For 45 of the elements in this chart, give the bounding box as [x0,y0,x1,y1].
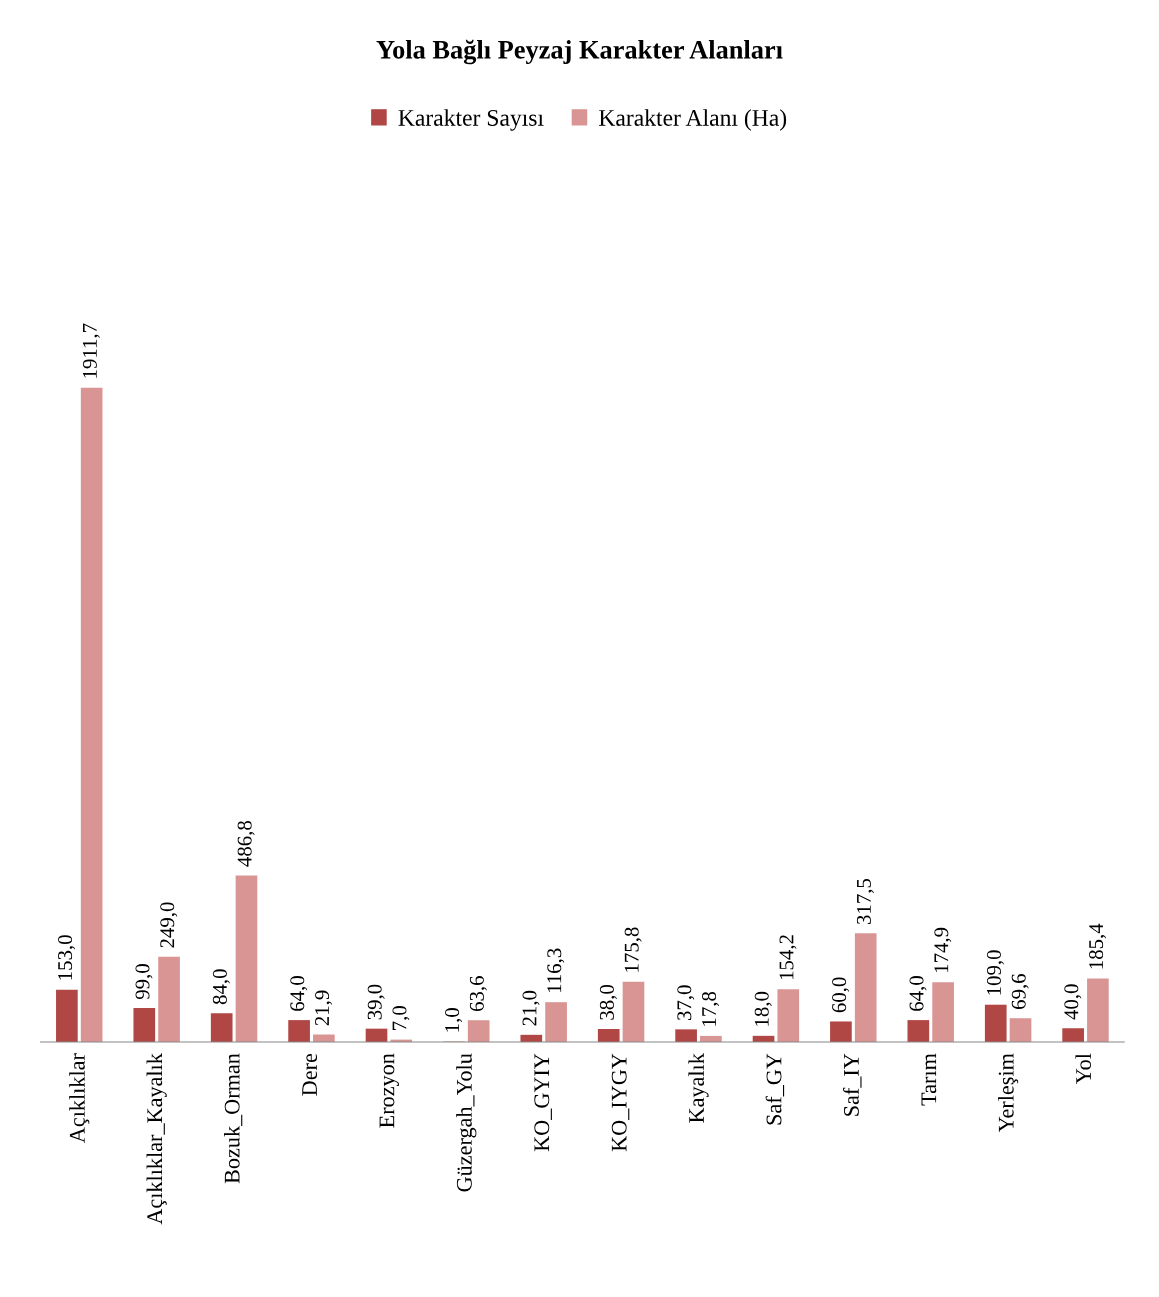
x-tick-label: Bozuk_Orman [224,1053,243,1184]
data-label: 249,0 [160,902,178,948]
x-tick-label: Açıklıklar [69,1053,90,1143]
x-tick-label: Güzergah_Yolu [456,1053,477,1192]
data-label: 18,0 [754,991,772,1026]
data-label: 1911,7 [82,323,100,378]
x-tick-label: Tarım [921,1053,937,1106]
data-label: 60,0 [832,977,850,1013]
data-label: 21,9 [315,990,333,1026]
data-label: 63,6 [469,976,487,1012]
x-tick-label: Dere [302,1053,318,1096]
data-label: 109,0 [986,950,1004,995]
x-tick-label: Yerleşim [998,1053,1019,1133]
x-tick-label: Saf_IY [843,1053,862,1116]
data-label: 64,0 [290,976,308,1011]
data-label: 21,0 [522,990,540,1026]
x-tick-label: Erozyon [379,1053,399,1128]
data-label: 40,0 [1064,984,1082,1020]
chart-title: Yola Bağlı Peyzaj Karakter Alanları [376,39,783,65]
x-tick-label: Açıklıklar_Kayalık [146,1053,167,1225]
data-label: 116,3 [547,948,565,993]
legend-label: Karakter Sayısı [398,109,544,131]
data-label: 69,6 [1011,974,1029,1009]
data-label: 17,8 [702,991,720,1026]
x-tick-label: KO_IYGY [611,1053,630,1152]
x-tick-label: Saf_GY [765,1053,785,1125]
data-label: 317,5 [856,878,874,925]
data-label: 486,8 [237,821,255,867]
data-label: 39,0 [367,984,385,1020]
legend-label: Karakter Alanı (Ha) [599,109,787,131]
data-label: 64,0 [909,976,927,1011]
data-label: 37,0 [677,985,695,1021]
data-label: 153,0 [58,935,76,980]
x-tick-label: Kayalık [688,1053,709,1123]
data-label: 185,4 [1089,923,1107,969]
data-label: 99,0 [135,964,153,1000]
data-label: 38,0 [599,985,617,1020]
x-tick-label: Yol [1075,1053,1092,1084]
data-label: 7,0 [392,1006,410,1030]
data-label: 84,0 [212,969,230,1005]
data-label: 154,2 [779,935,797,980]
data-label: 174,9 [934,927,952,972]
data-label: 175,8 [624,927,642,972]
x-tick-label: KO_GYIY [534,1053,552,1152]
data-label: 1,0 [445,1008,463,1032]
